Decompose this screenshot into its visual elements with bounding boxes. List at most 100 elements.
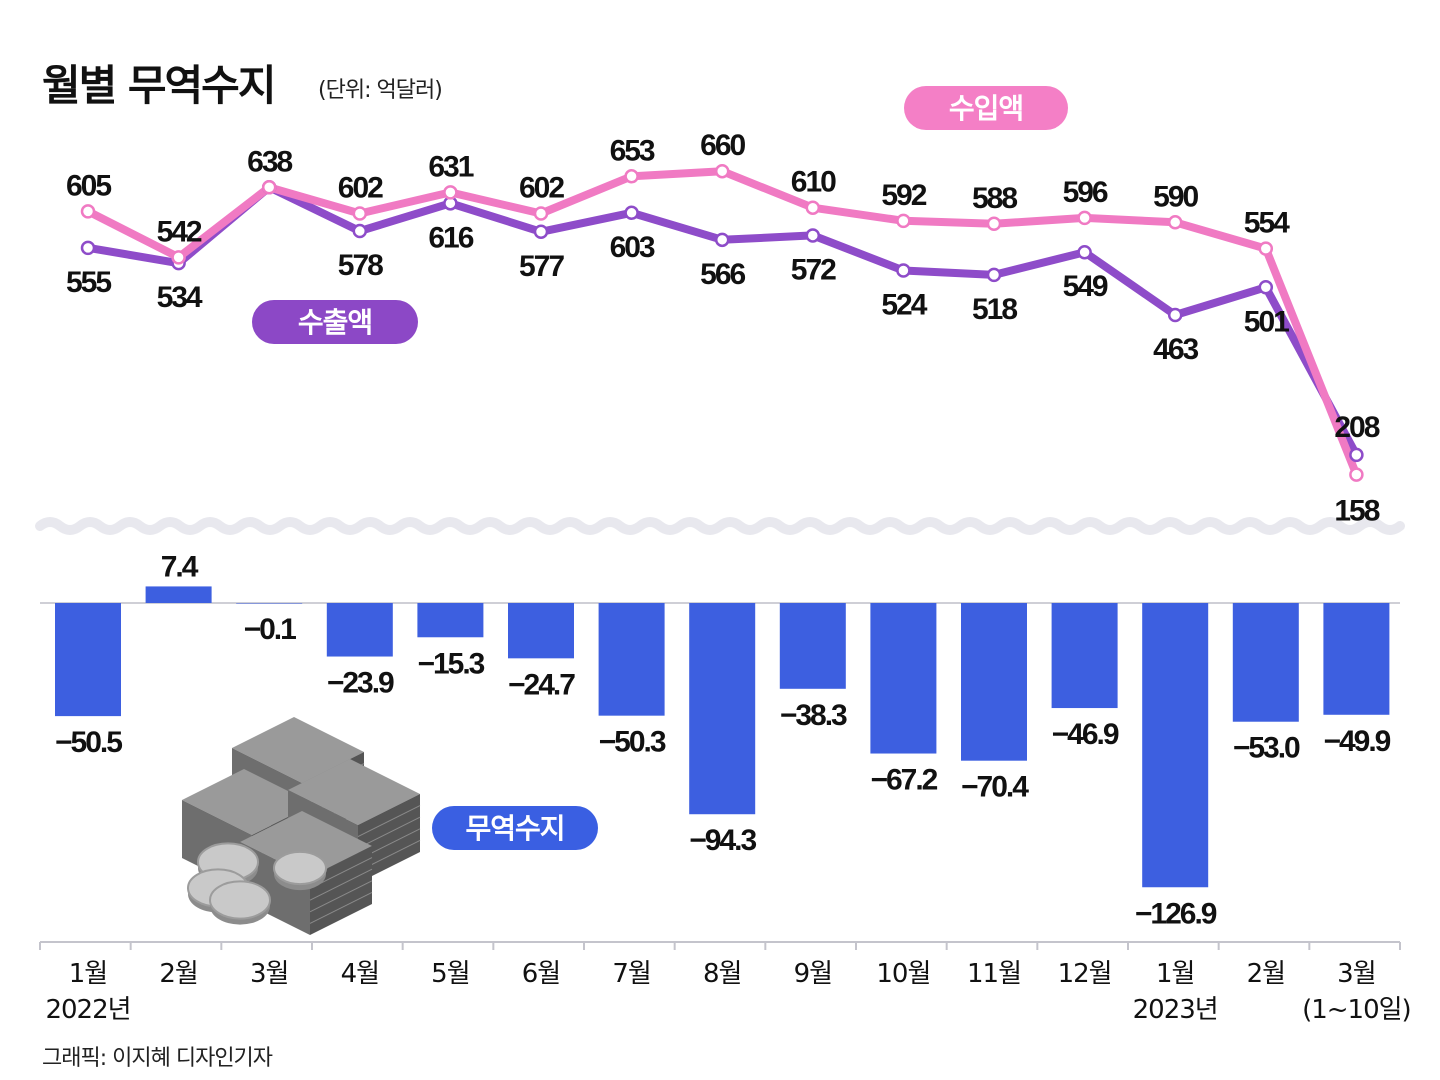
balance-value-label: −70.4 (961, 771, 1029, 804)
exports-value-label: 549 (1063, 270, 1108, 303)
exports-value-label: 572 (791, 253, 836, 286)
bill-top (232, 717, 364, 783)
balance-value-label: −94.3 (689, 824, 756, 857)
imports-point (896, 213, 911, 229)
balance-value-label: −49.9 (1323, 725, 1390, 758)
balance-legend-pill-label: 무역수지 (465, 812, 564, 845)
coin (273, 850, 327, 891)
imports-point (714, 163, 730, 179)
imports-value-label: 554 (1244, 207, 1290, 240)
imports-point (261, 180, 277, 195)
balance-value-label: −24.7 (508, 668, 575, 701)
imports-point (1258, 241, 1274, 256)
exports-point (805, 228, 821, 243)
exports-point (986, 267, 1002, 283)
month-label: 12월 (1058, 959, 1112, 989)
balance-value-label: −50.5 (55, 726, 122, 759)
exports-value-label: 603 (610, 231, 655, 264)
balance-bar (55, 603, 121, 717)
balance-bar (145, 586, 212, 603)
x-axis: 1월 2022년 2월 3월 4월 5월 6월 7월 8월 9월 10월 11월 12월 1월 2023년 2… (39, 941, 1412, 1025)
exports-point (1077, 244, 1092, 260)
exports-value-label: 616 (428, 221, 473, 254)
exports-value-label: 208 (1334, 411, 1379, 444)
month-label: 11월 (967, 959, 1021, 989)
exports-value-label: 555 (66, 266, 111, 299)
imports-value-label: 592 (881, 179, 926, 212)
imports-value-label: 602 (338, 172, 383, 205)
balance-bar (1051, 603, 1118, 709)
balance-bar (236, 603, 303, 604)
year-label: (1~10일) (1302, 995, 1411, 1025)
imports-point (1349, 467, 1364, 482)
month-label: 1월 (1156, 959, 1194, 989)
coin-face (273, 850, 327, 886)
month-label: 3월 (250, 959, 288, 989)
bill-line (309, 880, 373, 913)
imports-point (805, 200, 821, 215)
balance-value-label: −126.9 (1135, 897, 1217, 930)
bar-chart: −50.5 7.4 −0.1 −23.9 −15.3 −24.7 −50.3 −94.3 −38… (40, 550, 1400, 930)
month-label: 8월 (703, 959, 741, 989)
imports-value-label: 590 (1153, 180, 1198, 213)
unit-label: (단위: 억달러) (318, 78, 443, 103)
month-label: 1월 (69, 959, 107, 989)
imports-value-label: 638 (247, 145, 292, 178)
imports-value-label: 610 (791, 166, 836, 199)
imports-point (171, 250, 186, 265)
year-label: 2023년 (1133, 995, 1218, 1025)
imports-point (443, 185, 458, 200)
imports-point (1077, 210, 1092, 226)
exports-point (1258, 280, 1274, 295)
month-label: 4월 (341, 959, 379, 989)
exports-point (624, 205, 639, 221)
month-label: 2월 (159, 959, 197, 989)
bill-line (309, 868, 373, 901)
imports-point (352, 206, 368, 221)
month-label: 9월 (794, 959, 832, 989)
line-chart: 6055555425346386386025786316166025776536… (66, 129, 1382, 527)
bill-line (357, 816, 421, 849)
coin-face (209, 880, 271, 920)
imports-value-label: 653 (610, 134, 655, 167)
balance-value-label: −46.9 (1052, 718, 1119, 751)
balance-value-label: −0.1 (244, 613, 297, 646)
balance-value-label: −15.3 (417, 647, 484, 680)
credit-text: 그래픽: 이지혜 디자인기자 (42, 1046, 273, 1071)
money-stack-and-coins-icon (182, 717, 421, 935)
exports-value-label: 501 (1244, 305, 1289, 338)
axis-break-wave (35, 517, 1405, 535)
imports-point (80, 204, 96, 219)
exports-point (533, 224, 549, 240)
imports-value-label: 596 (1063, 176, 1108, 209)
coin (209, 880, 271, 925)
balance-bar (1142, 603, 1209, 888)
imports-value-label: 588 (972, 182, 1017, 215)
exports-point (352, 223, 368, 239)
balance-value-label: −67.2 (870, 764, 937, 797)
imports-value-label: 542 (157, 215, 202, 248)
exports-point (896, 263, 911, 278)
balance-value-label: 7.4 (161, 550, 199, 583)
bill-line (309, 891, 373, 924)
exports-point (714, 232, 730, 248)
balance-bar (417, 603, 484, 638)
bill-top (182, 769, 314, 835)
balance-bar (1232, 603, 1299, 722)
balance-value-label: −23.9 (327, 667, 394, 700)
exports-point (1349, 447, 1364, 463)
month-label: 7월 (612, 959, 650, 989)
bill-line (357, 805, 421, 838)
balance-bar (1323, 603, 1390, 715)
imports-legend-pill (904, 86, 1068, 130)
exports-value-label: 566 (700, 258, 745, 291)
imports-point (533, 206, 549, 221)
balance-value-label: −53.0 (1233, 732, 1300, 765)
imports-point (1167, 215, 1183, 230)
balance-bar (870, 603, 937, 754)
balance-value-label: −50.3 (599, 726, 666, 759)
exports-point (80, 240, 96, 256)
imports-value-label: 605 (66, 169, 111, 202)
